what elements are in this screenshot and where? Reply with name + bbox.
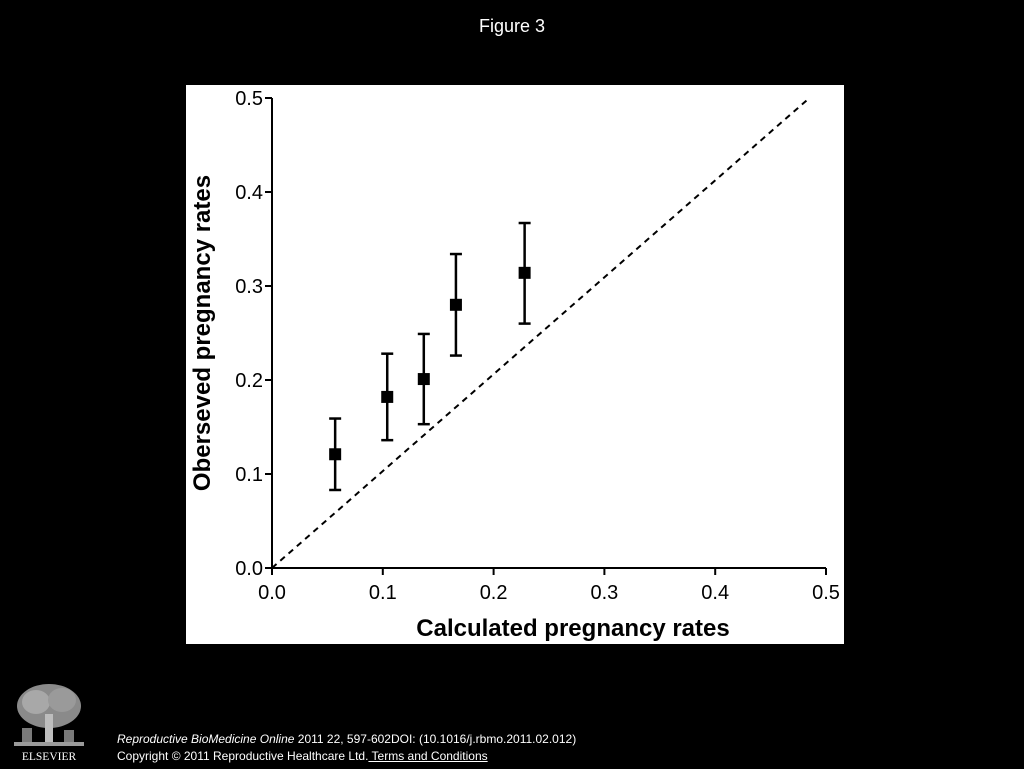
y-tick-label: 0.0 [235, 558, 263, 580]
x-axis-label: Calculated pregnancy rates [416, 615, 729, 642]
chart-panel: 0.0 0.1 0.2 0.3 0.4 0.5 0.0 0.1 0.2 0.3 0.4 0.5 Cal… [186, 85, 844, 644]
y-tick-label: 0.1 [235, 464, 263, 486]
citation-text: 2011 22, 597-602DOI: (10.1016/j.rbmo.201… [294, 732, 577, 746]
x-tick-label: 0.3 [590, 582, 618, 604]
data-points-group [329, 221, 531, 492]
journal-name: Reproductive BioMedicine Online [117, 732, 295, 746]
y-tick-label: 0.4 [235, 182, 263, 204]
terms-link[interactable]: Terms and Conditions [368, 749, 488, 763]
y-tick-label: 0.2 [235, 370, 263, 392]
x-tick-label: 0.2 [480, 582, 508, 604]
citation-line: Reproductive BioMedicine Online 2011 22,… [117, 731, 576, 748]
x-tick-label: 0.0 [258, 582, 286, 604]
copyright-text: Copyright © 2011 Reproductive Healthcare… [117, 749, 369, 763]
data-point [417, 373, 430, 386]
data-point [449, 298, 462, 311]
data-point [329, 448, 342, 461]
logo-wordmark: ELSEVIER [22, 751, 77, 763]
reference-line-group [271, 97, 811, 569]
elsevier-logo: ELSEVIER [8, 680, 90, 764]
elsevier-tree-icon: ELSEVIER [8, 680, 90, 764]
x-tick-label: 0.5 [812, 582, 840, 604]
data-point [381, 390, 394, 403]
y-tick-label: 0.3 [235, 276, 263, 298]
copyright-line: Copyright © 2011 Reproductive Healthcare… [117, 748, 576, 765]
reference-line [271, 97, 811, 569]
chart-svg: 0.0 0.1 0.2 0.3 0.4 0.5 0.0 0.1 0.2 0.3 0.4 0.5 Cal… [189, 88, 840, 642]
y-tick-label: 0.5 [235, 88, 263, 110]
chart-axes: 0.0 0.1 0.2 0.3 0.4 0.5 0.0 0.1 0.2 0.3 0.4 0.5 [235, 88, 840, 604]
figure-title: Figure 3 [478, 16, 546, 36]
figure-caption: Reproductive BioMedicine Online 2011 22,… [117, 731, 576, 765]
x-tick-label: 0.4 [701, 582, 729, 604]
x-tick-label: 0.1 [369, 582, 397, 604]
data-point [518, 266, 531, 279]
y-axis-label: Oberseved pregnancy rates [189, 175, 216, 491]
